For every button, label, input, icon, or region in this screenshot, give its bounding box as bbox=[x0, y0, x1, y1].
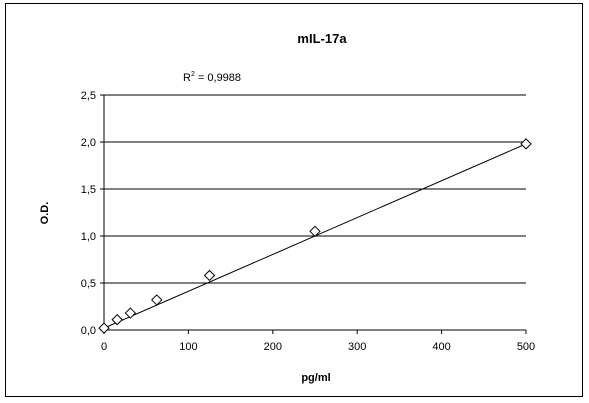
chart-frame bbox=[5, 3, 583, 397]
x-axis-ticks: 0 100 200 300 400 500 bbox=[101, 330, 535, 353]
x-tick-label: 300 bbox=[348, 341, 366, 353]
x-tick-label: 0 bbox=[101, 341, 107, 353]
r-squared-value: = 0,9988 bbox=[195, 72, 241, 84]
data-point-marker bbox=[151, 294, 163, 306]
data-point-marker bbox=[111, 313, 123, 326]
y-tick-label: 0,0 bbox=[81, 325, 96, 337]
gridlines bbox=[104, 94, 526, 284]
x-tick-label: 200 bbox=[264, 341, 282, 353]
x-axis-label: pg/ml bbox=[301, 372, 330, 384]
r-squared-superscript: 2 bbox=[191, 71, 195, 78]
data-points bbox=[98, 138, 532, 334]
y-tick-label: 2,0 bbox=[81, 137, 96, 149]
chart-title: mIL-17a bbox=[297, 31, 347, 46]
y-tick-label: 1,5 bbox=[81, 184, 96, 196]
data-point-marker bbox=[98, 322, 110, 334]
axes bbox=[103, 95, 526, 331]
data-point-marker bbox=[520, 138, 532, 150]
y-tick-label: 2,5 bbox=[81, 90, 96, 102]
y-axis-label: O.D. bbox=[39, 202, 51, 225]
x-tick-label: 500 bbox=[517, 341, 535, 353]
r-squared-annotation: R2 = 0,9988 bbox=[183, 71, 241, 84]
y-axis-ticks: 0,0 0,5 1,0 1,5 2,0 2,5 bbox=[81, 90, 104, 337]
data-point-marker bbox=[203, 269, 216, 282]
x-tick-label: 100 bbox=[179, 341, 197, 353]
y-tick-label: 1,0 bbox=[81, 231, 96, 243]
data-point-marker bbox=[124, 307, 137, 319]
r-squared-prefix: R bbox=[183, 72, 191, 84]
y-tick-label: 0,5 bbox=[81, 278, 96, 290]
data-point-marker bbox=[309, 225, 321, 238]
x-tick-label: 400 bbox=[432, 341, 450, 353]
